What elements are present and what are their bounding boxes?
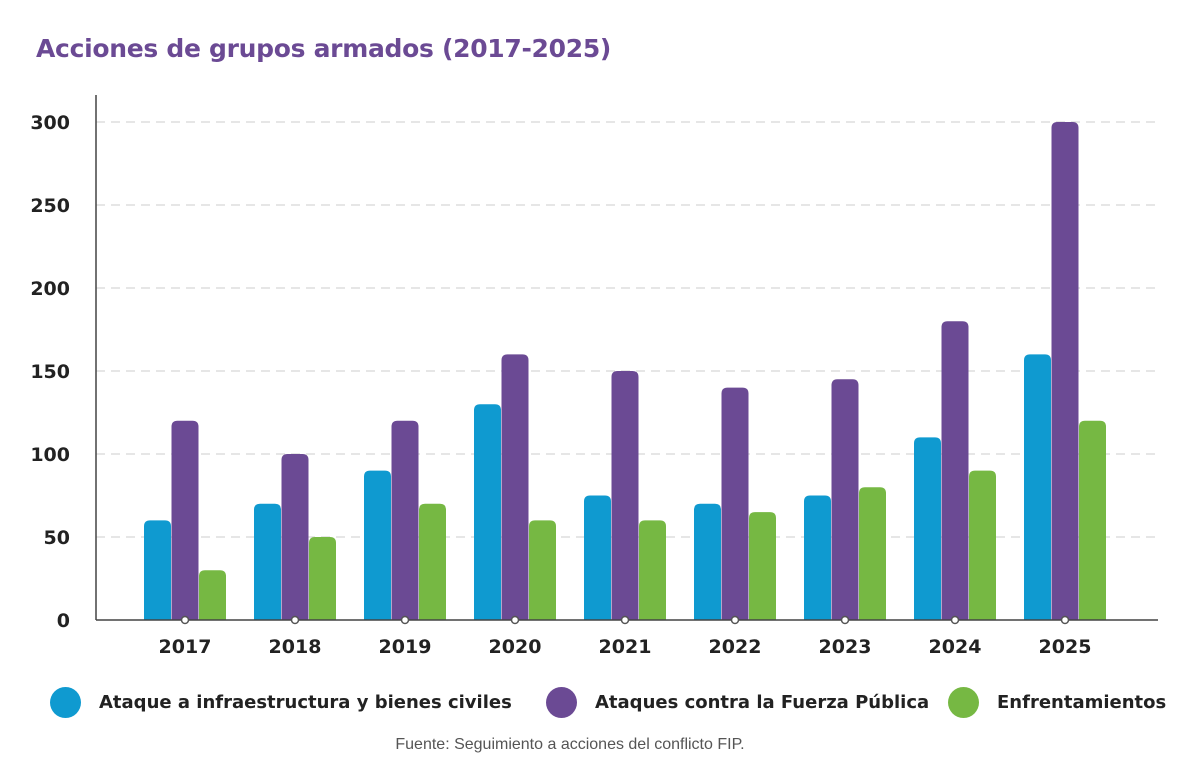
bar-infraestructura-2021 [584, 495, 611, 620]
bars [144, 122, 1106, 620]
legend-item-fuerza-publica: Ataques contra la Fuerza Pública [546, 684, 929, 720]
legend-label-enfrentamientos: Enfrentamientos [997, 691, 1167, 713]
bar-fuerza-publica-2022 [721, 387, 749, 620]
bar-enfrentamientos-2021 [639, 520, 666, 620]
y-tick-label-150: 150 [30, 361, 70, 383]
x-tick-label-2024: 2024 [929, 636, 982, 658]
legend-item-infraestructura: Ataque a infraestructura y bienes civile… [50, 684, 512, 720]
x-tick-label-2020: 2020 [489, 636, 542, 658]
bar-infraestructura-2019 [364, 470, 391, 620]
bar-enfrentamientos-2020 [529, 520, 556, 620]
legend: Ataque a infraestructura y bienes civile… [50, 684, 1180, 720]
x-tick-label-2019: 2019 [379, 636, 432, 658]
bar-infraestructura-2024 [914, 437, 941, 620]
x-tick-marker-2024 [950, 615, 960, 625]
bar-fuerza-publica-2023 [831, 379, 859, 620]
x-tick-marker-2020 [510, 615, 520, 625]
bar-enfrentamientos-2017 [199, 570, 226, 620]
x-tick-label-2021: 2021 [599, 636, 652, 658]
x-tick-label-2025: 2025 [1039, 636, 1092, 658]
legend-label-fuerza-publica: Ataques contra la Fuerza Pública [595, 691, 930, 713]
x-tick-marker-2018 [290, 615, 300, 625]
bar-enfrentamientos-2024 [969, 470, 996, 620]
x-axis-ticks: 2017 2018 2019 2020 2021 2022 2023 2024 2025 [159, 615, 1092, 658]
x-tick-marker-2017 [180, 615, 190, 625]
bar-fuerza-publica-2024 [941, 321, 969, 620]
bar-enfrentamientos-2025 [1079, 420, 1106, 620]
bar-enfrentamientos-2022 [749, 512, 776, 620]
x-tick-marker-2019 [400, 615, 410, 625]
bar-enfrentamientos-2023 [859, 487, 886, 620]
bar-infraestructura-2018 [254, 503, 281, 620]
x-tick-label-2018: 2018 [269, 636, 322, 658]
y-tick-label-0: 0 [57, 610, 70, 632]
bar-fuerza-publica-2020 [501, 354, 529, 620]
bar-fuerza-publica-2021 [611, 371, 639, 620]
y-tick-label-200: 200 [30, 278, 70, 300]
y-tick-label-300: 300 [30, 112, 70, 134]
bar-fuerza-publica-2019 [391, 420, 419, 620]
y-tick-label-100: 100 [30, 444, 70, 466]
x-tick-label-2017: 2017 [159, 636, 212, 658]
x-tick-label-2022: 2022 [709, 636, 762, 658]
y-axis-ticks: 0 50 100 150 200 250 300 [30, 112, 70, 632]
source-note: Fuente: Seguimiento a acciones del confl… [395, 736, 745, 753]
legend-swatch-infraestructura [50, 686, 81, 718]
bar-infraestructura-2020 [474, 404, 501, 620]
bar-infraestructura-2025 [1024, 354, 1051, 620]
bar-fuerza-publica-2025 [1051, 122, 1079, 620]
chart-title: Acciones de grupos armados (2017-2025) [36, 34, 612, 63]
bar-infraestructura-2023 [804, 495, 831, 620]
legend-item-enfrentamientos: Enfrentamientos [948, 684, 1166, 720]
bar-fuerza-publica-2018 [281, 454, 309, 620]
legend-label-infraestructura: Ataque a infraestructura y bienes civile… [99, 691, 512, 713]
bar-enfrentamientos-2018 [309, 537, 336, 620]
bar-fuerza-publica-2017 [171, 420, 199, 620]
x-tick-marker-2021 [620, 615, 630, 625]
legend-swatch-fuerza-publica [546, 686, 577, 718]
x-tick-marker-2022 [730, 615, 740, 625]
bar-infraestructura-2017 [144, 520, 171, 620]
x-tick-marker-2025 [1060, 615, 1070, 625]
x-tick-marker-2023 [840, 615, 850, 625]
y-tick-label-250: 250 [30, 195, 70, 217]
y-tick-label-50: 50 [44, 527, 70, 549]
bar-enfrentamientos-2019 [419, 503, 446, 620]
legend-swatch-enfrentamientos [948, 686, 979, 718]
x-tick-label-2023: 2023 [819, 636, 872, 658]
bar-infraestructura-2022 [694, 503, 721, 620]
